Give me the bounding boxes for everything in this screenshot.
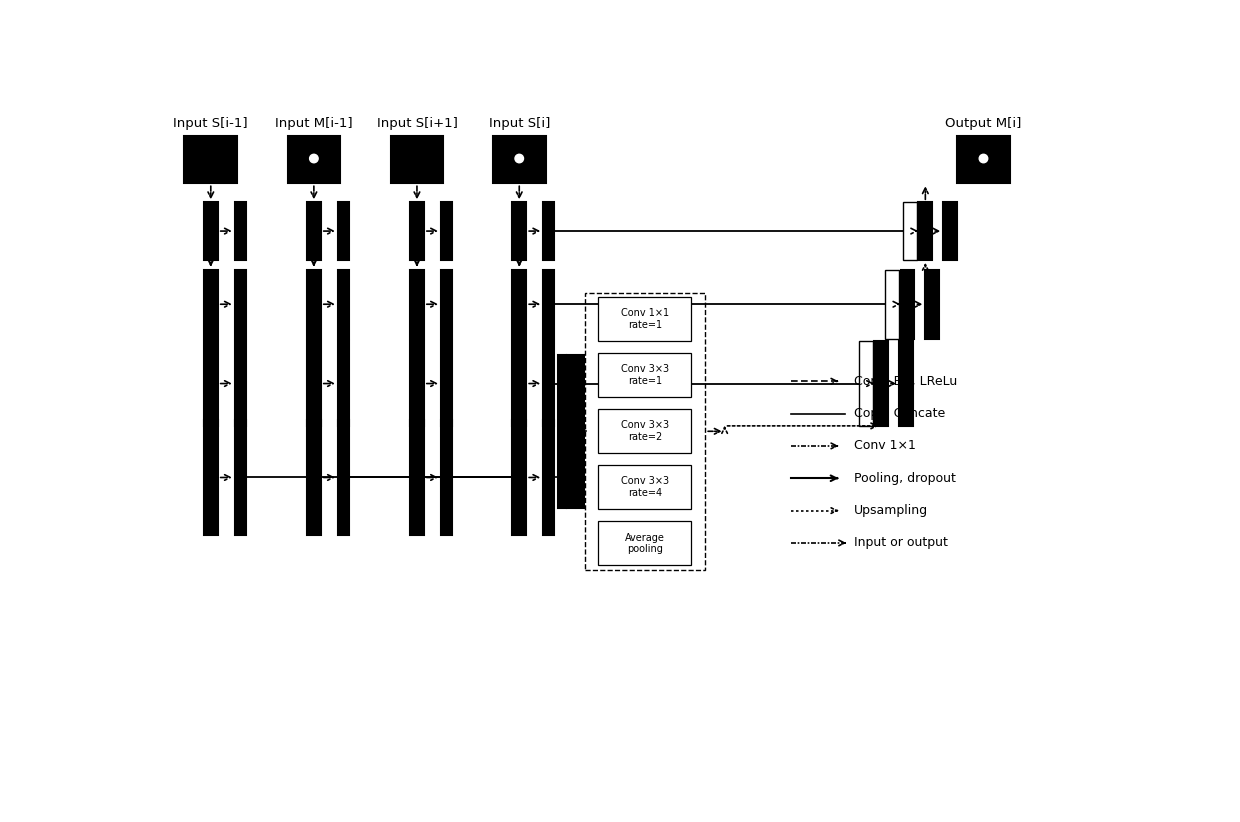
Bar — [957, 136, 1009, 183]
Bar — [543, 341, 554, 426]
Bar — [441, 202, 451, 260]
Bar — [598, 521, 692, 566]
Bar — [203, 341, 218, 426]
Text: Input S[i+1]: Input S[i+1] — [377, 117, 458, 130]
Bar — [567, 355, 575, 507]
Text: Input M[i-1]: Input M[i-1] — [275, 117, 352, 130]
Bar — [543, 420, 554, 535]
Bar — [234, 420, 246, 535]
Bar — [410, 270, 424, 339]
Bar — [410, 341, 424, 426]
Text: Conv 1×1: Conv 1×1 — [854, 440, 916, 452]
Text: Copy, Concate: Copy, Concate — [854, 407, 945, 420]
Bar — [306, 420, 321, 535]
Bar — [441, 270, 451, 339]
Bar — [543, 270, 554, 339]
Bar — [185, 136, 237, 183]
Bar — [441, 420, 451, 535]
Bar — [306, 202, 321, 260]
Text: Conv 3×3
rate=4: Conv 3×3 rate=4 — [621, 477, 668, 498]
Bar — [512, 341, 526, 426]
Bar — [337, 270, 348, 339]
Bar — [288, 136, 340, 183]
Text: Conv 3×3
rate=2: Conv 3×3 rate=2 — [621, 421, 668, 442]
Bar — [899, 341, 913, 426]
Text: Upsampling: Upsampling — [854, 504, 929, 517]
Bar — [391, 136, 444, 183]
Text: Input S[i]: Input S[i] — [489, 117, 549, 130]
Bar — [598, 353, 692, 397]
Bar — [234, 270, 246, 339]
Bar — [494, 136, 546, 183]
Bar — [944, 202, 957, 260]
Bar — [337, 341, 348, 426]
Bar — [874, 341, 888, 426]
Bar — [577, 355, 584, 507]
Bar — [543, 202, 554, 260]
Bar — [925, 270, 939, 339]
Bar — [512, 202, 526, 260]
Circle shape — [310, 155, 319, 163]
Bar — [203, 420, 218, 535]
Text: Conv 1×1
rate=1: Conv 1×1 rate=1 — [621, 308, 668, 330]
Bar — [585, 293, 706, 570]
Text: Input S[i-1]: Input S[i-1] — [174, 117, 248, 130]
Bar — [512, 270, 526, 339]
Bar — [598, 465, 692, 510]
Text: Pooling, dropout: Pooling, dropout — [854, 472, 956, 485]
Text: Conv, BN, LReLu: Conv, BN, LReLu — [854, 375, 957, 388]
Text: Input or output: Input or output — [854, 537, 947, 549]
Bar — [410, 420, 424, 535]
Bar — [900, 270, 914, 339]
Bar — [598, 298, 692, 341]
Bar — [306, 270, 321, 339]
Bar — [558, 355, 565, 507]
Bar — [203, 202, 218, 260]
Text: Average
pooling: Average pooling — [625, 533, 665, 554]
Bar — [598, 409, 692, 453]
Circle shape — [980, 155, 988, 163]
Bar — [903, 202, 916, 260]
Bar — [337, 420, 348, 535]
Circle shape — [515, 155, 523, 163]
Bar — [306, 341, 321, 426]
Bar — [885, 270, 899, 339]
Bar — [441, 341, 451, 426]
Text: Conv 3×3
rate=1: Conv 3×3 rate=1 — [621, 364, 668, 386]
Text: Output M[i]: Output M[i] — [945, 117, 1022, 130]
Bar — [410, 202, 424, 260]
Bar — [234, 341, 246, 426]
Bar — [203, 270, 218, 339]
Bar — [858, 341, 873, 426]
Bar — [234, 202, 246, 260]
Bar — [337, 202, 348, 260]
Bar — [512, 420, 526, 535]
Bar — [919, 202, 932, 260]
